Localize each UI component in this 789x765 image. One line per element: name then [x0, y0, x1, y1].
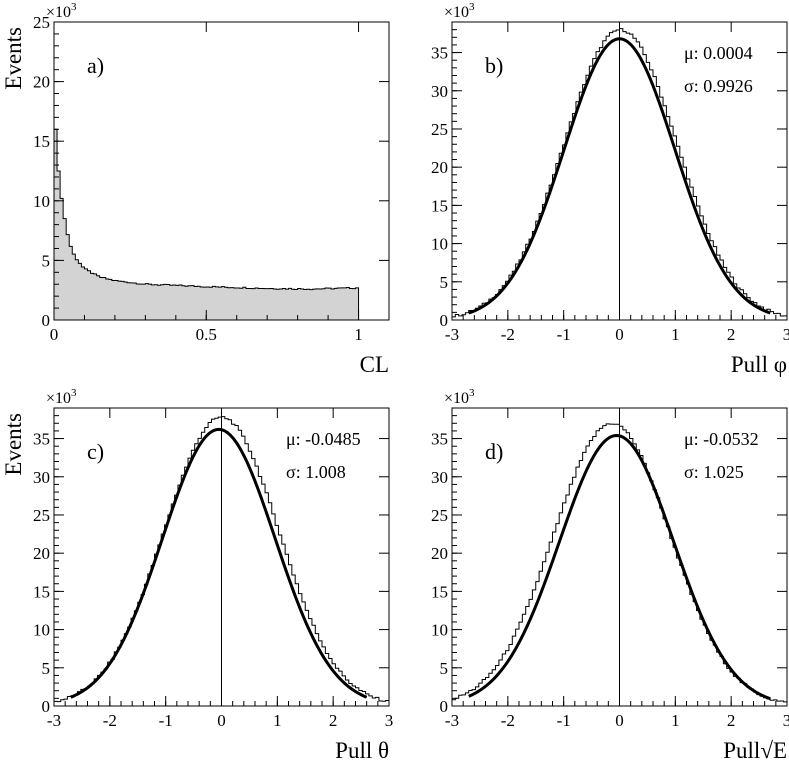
x-tick-label: 3 — [783, 711, 789, 730]
x-tick-label: -3 — [445, 711, 459, 730]
y-tick-label: 35 — [431, 430, 448, 449]
sigma-label: σ: 0.9926 — [684, 76, 753, 96]
x-tick-label: 2 — [727, 325, 736, 344]
x-tick-label: -3 — [445, 325, 459, 344]
x-tick-label: 1 — [671, 325, 680, 344]
y-tick-label: 20 — [431, 544, 448, 563]
x-tick-label: 2 — [329, 711, 338, 730]
x-axis-label: CL — [360, 352, 389, 377]
y-exponent-label: ×103 — [46, 1, 77, 21]
gaussian-fit-c — [70, 427, 368, 699]
y-tick-label: 25 — [33, 13, 50, 32]
y-tick-label: 20 — [33, 73, 50, 92]
x-tick-label: -1 — [557, 325, 571, 344]
x-axis-label: Pull θ — [335, 738, 389, 763]
y-tick-label: 10 — [431, 621, 448, 640]
y-axis-label: Events — [1, 413, 26, 476]
panel-label: c) — [87, 439, 104, 464]
y-axis-label: Events — [1, 27, 26, 90]
panel-label: b) — [485, 53, 503, 78]
y-tick-label: 25 — [33, 506, 50, 525]
x-tick-label: 0 — [217, 711, 226, 730]
x-tick-label: 0 — [615, 711, 624, 730]
x-axis-label: Pull√E — [723, 738, 787, 763]
y-tick-label: 0 — [440, 697, 449, 716]
y-tick-label: 15 — [33, 132, 50, 151]
x-tick-label: 1 — [273, 711, 282, 730]
histogram-cl — [53, 128, 360, 321]
y-tick-label: 30 — [431, 468, 448, 487]
x-tick-label: 1 — [671, 711, 680, 730]
y-tick-label: 10 — [33, 621, 50, 640]
y-tick-label: 20 — [431, 158, 448, 177]
x-tick-label: 0 — [615, 325, 624, 344]
y-tick-label: 10 — [33, 192, 50, 211]
x-tick-label: -3 — [47, 711, 61, 730]
x-tick-label: -2 — [501, 711, 515, 730]
y-tick-label: 35 — [33, 430, 50, 449]
mu-label: μ: -0.0532 — [684, 429, 759, 449]
x-axis-label: Pull φ — [731, 352, 787, 377]
y-tick-label: 15 — [33, 582, 50, 601]
y-exponent-label: ×103 — [444, 1, 475, 21]
y-tick-label: 30 — [33, 468, 50, 487]
y-tick-label: 0 — [42, 697, 51, 716]
x-tick-label: -1 — [159, 711, 173, 730]
y-tick-label: 10 — [431, 235, 448, 254]
mu-label: μ: -0.0485 — [286, 429, 361, 449]
y-tick-label: 20 — [33, 544, 50, 563]
sigma-label: σ: 1.008 — [286, 462, 346, 482]
y-exponent-label: ×103 — [444, 387, 475, 407]
y-tick-label: 5 — [42, 659, 51, 678]
panel-label: d) — [485, 439, 503, 464]
y-tick-label: 0 — [42, 311, 51, 330]
y-exponent-label: ×103 — [46, 387, 77, 407]
y-tick-label: 5 — [440, 659, 449, 678]
y-tick-label: 15 — [431, 196, 448, 215]
y-tick-label: 30 — [431, 82, 448, 101]
y-tick-label: 25 — [431, 120, 448, 139]
mu-label: μ: 0.0004 — [684, 43, 753, 63]
y-tick-label: 35 — [431, 44, 448, 63]
y-tick-label: 0 — [440, 311, 449, 330]
x-tick-label: 0 — [50, 325, 59, 344]
x-tick-label: 3 — [385, 711, 394, 730]
sigma-label: σ: 1.025 — [684, 462, 744, 482]
x-tick-label: 1 — [354, 325, 363, 344]
axes-frame — [53, 21, 390, 321]
y-tick-label: 15 — [431, 582, 448, 601]
x-tick-label: 3 — [783, 325, 789, 344]
y-tick-label: 5 — [440, 273, 449, 292]
x-tick-label: -1 — [557, 711, 571, 730]
x-tick-label: -2 — [103, 711, 117, 730]
x-tick-label: 0.5 — [196, 325, 217, 344]
x-tick-label: 2 — [727, 711, 736, 730]
x-tick-label: -2 — [501, 325, 515, 344]
y-tick-label: 5 — [42, 251, 51, 270]
y-tick-label: 25 — [431, 506, 448, 525]
panel-label: a) — [87, 53, 104, 78]
